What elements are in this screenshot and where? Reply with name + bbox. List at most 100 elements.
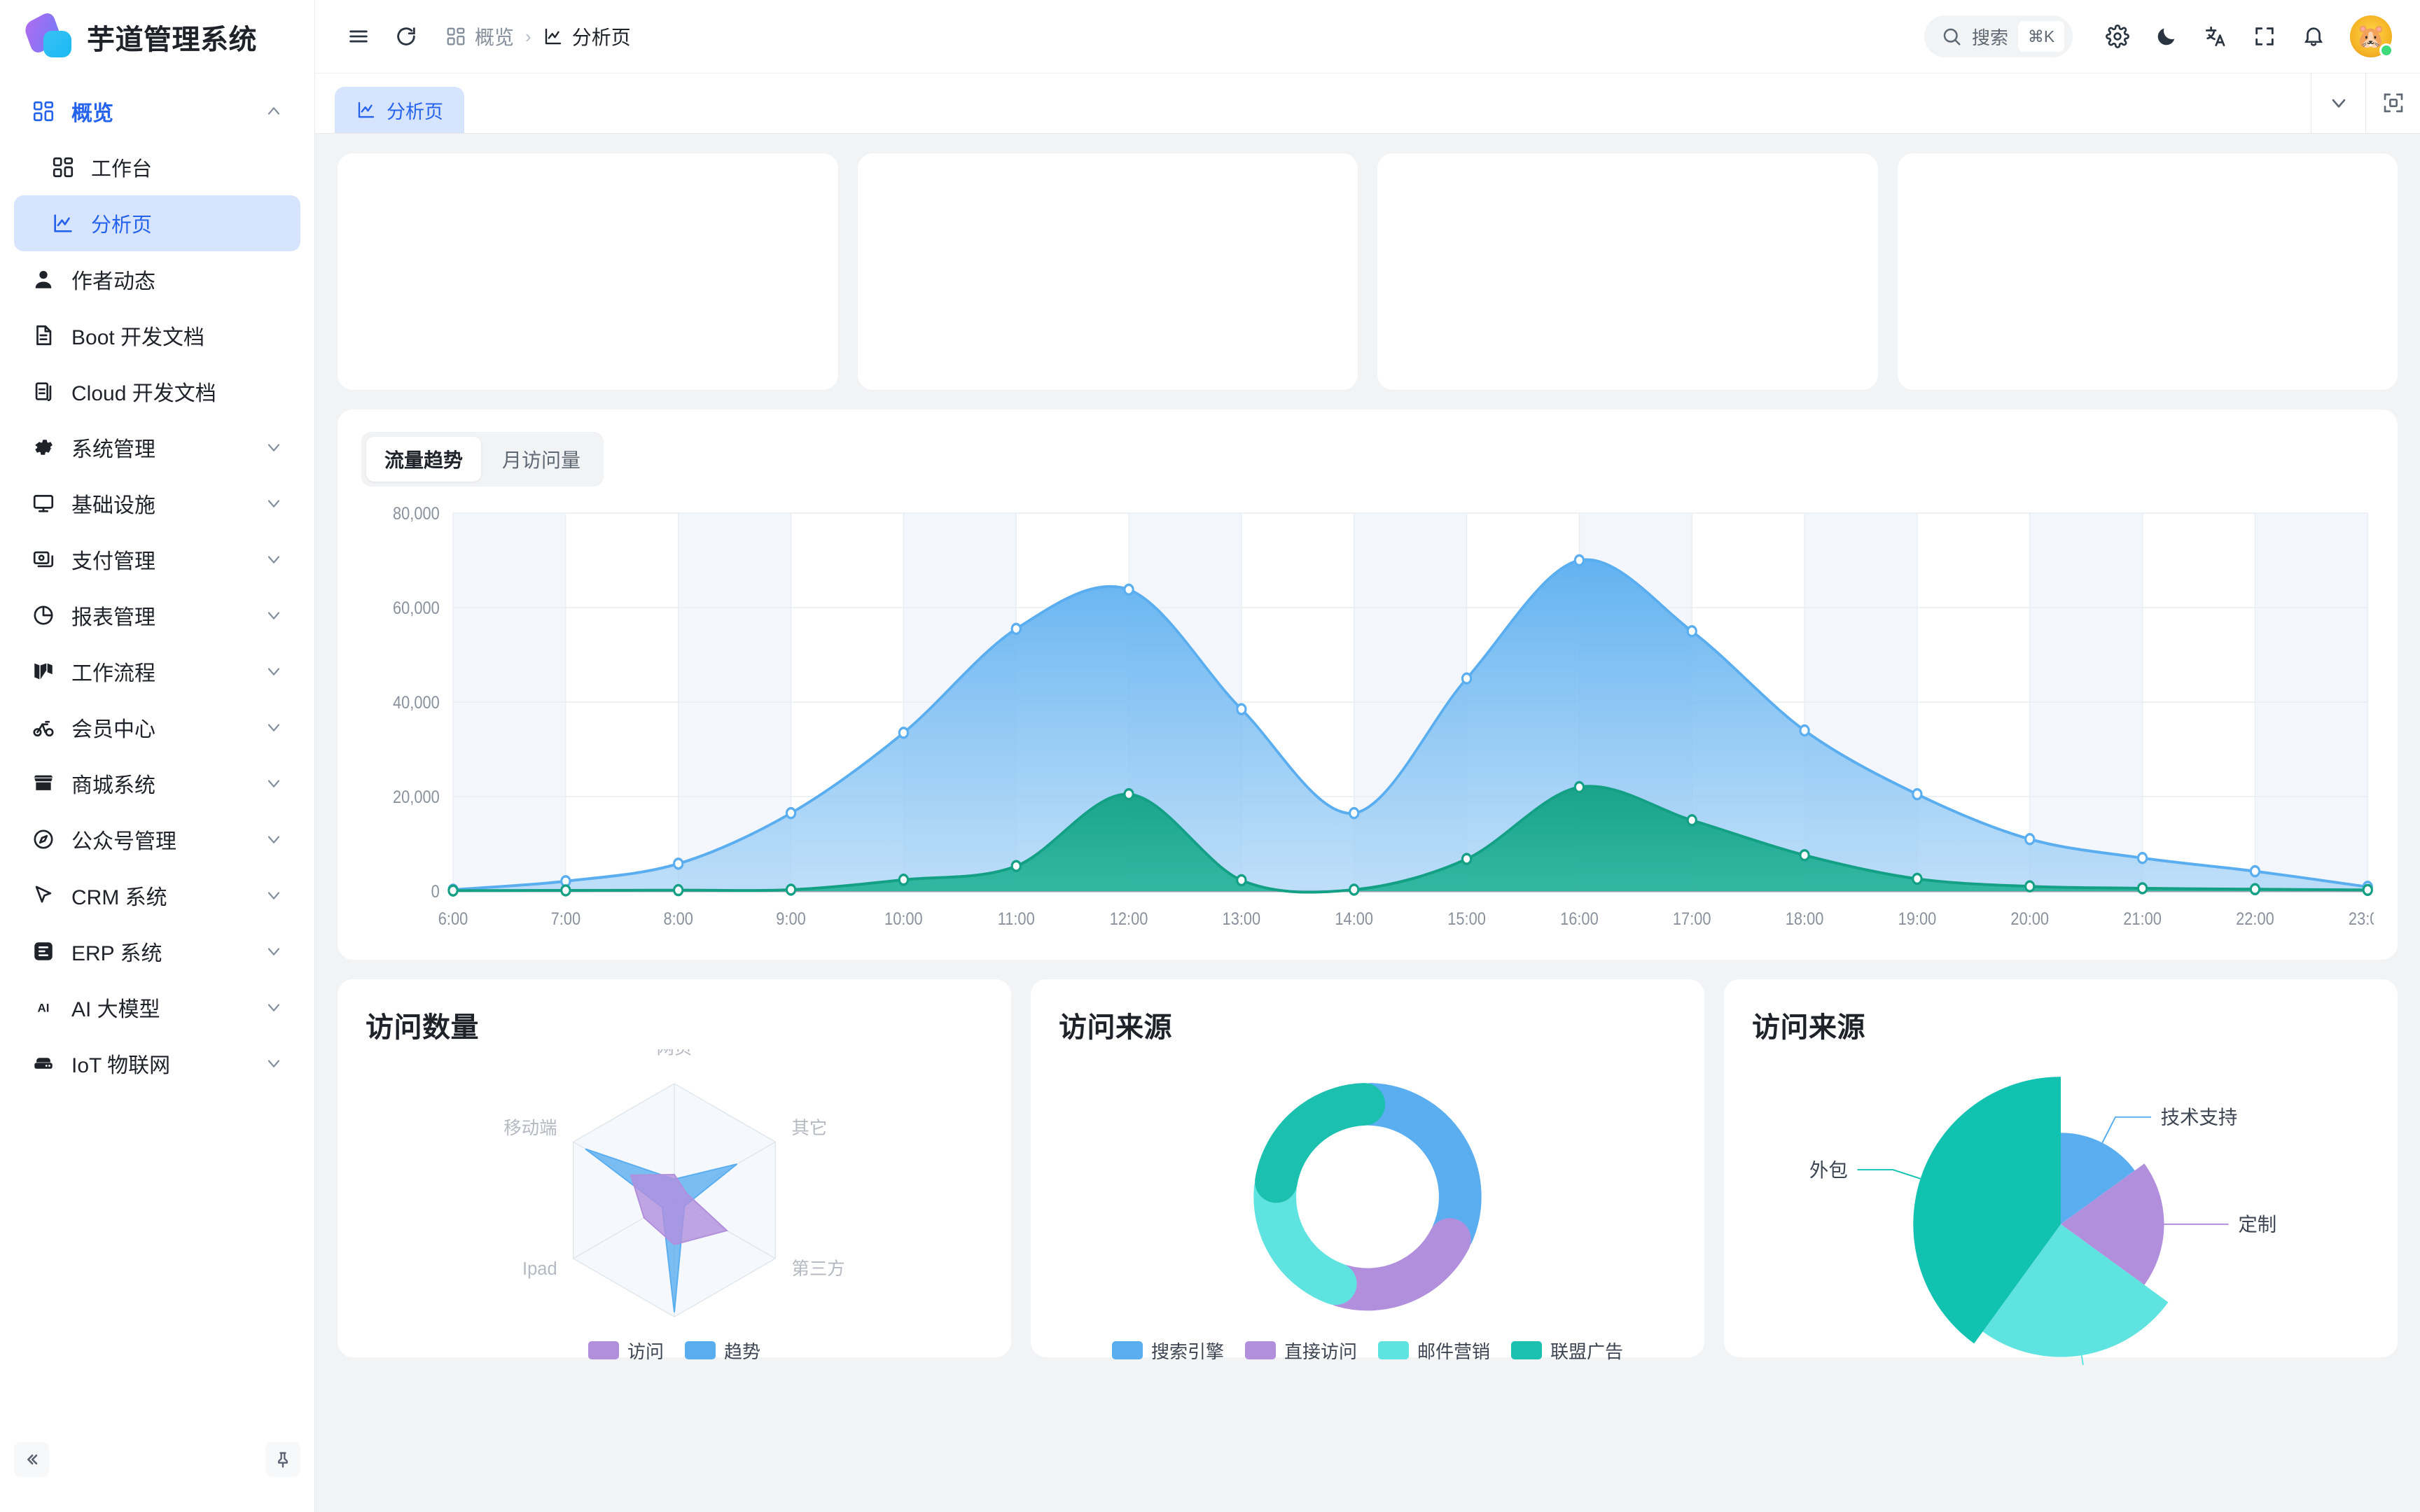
sidebar-logo[interactable]: 芋道管理系统 [0,0,314,74]
stat-card-3 [1897,153,2398,390]
shop-icon [31,771,56,796]
chevron-down-icon[interactable] [264,662,284,681]
chevron-down-icon[interactable] [264,774,284,793]
monitor-icon [31,491,56,516]
sidebar-item-label: 支付管理 [71,550,155,573]
moon-icon[interactable] [2147,17,2186,56]
trend-tab-1[interactable]: 月访问量 [502,449,581,471]
sidebar-item-6[interactable]: 系统管理 [14,419,300,475]
breadcrumb-separator: › [525,25,531,47]
legend-item[interactable]: 搜索引擎 [1111,1338,1224,1364]
sidebar-item-3[interactable]: 作者动态 [14,251,300,307]
sidebar-item-11[interactable]: 会员中心 [14,699,300,755]
chevron-down-icon[interactable] [264,718,284,737]
collapse-sidebar-button[interactable] [14,1442,49,1477]
fullscreen-icon[interactable] [2245,17,2284,56]
search-icon [1941,26,1962,47]
piechart-icon [31,603,56,628]
chevron-down-icon[interactable] [2311,73,2365,133]
stat-card-2 [1377,153,1878,390]
svg-text:第三方: 第三方 [791,1259,844,1279]
sidebar-item-label: 公众号管理 [71,830,176,853]
bike-icon [31,715,56,740]
sidebar-item-15[interactable]: ERP 系统 [14,923,300,979]
gear-icon[interactable] [2098,17,2137,56]
svg-text:12:00: 12:00 [1110,909,1148,929]
sidebar-item-2[interactable]: 分析页 [14,195,300,251]
sidebar-item-17[interactable]: IoT 物联网 [14,1035,300,1091]
sidebar-item-14[interactable]: CRM 系统 [14,867,300,923]
breadcrumb-item-overview[interactable]: 概览 [445,22,514,50]
sidebar-item-1[interactable]: 工作台 [14,139,300,195]
sidebar-item-12[interactable]: 商城系统 [14,755,300,811]
search-input[interactable]: 搜索 ⌘K [1924,15,2073,57]
chevron-down-icon[interactable] [264,886,284,905]
compass-icon [31,827,56,852]
legend-item[interactable]: 联盟广告 [1511,1338,1623,1364]
sidebar-item-label: 工作流程 [71,662,155,685]
sidebar-item-label: 报表管理 [71,606,155,629]
sidebar-item-10[interactable]: 工作流程 [14,643,300,699]
donut-legend: 搜索引擎 直接访问 邮件营销 联盟广告 [1059,1338,1676,1364]
chevron-down-icon[interactable] [264,493,284,513]
chevron-down-icon[interactable] [264,1054,284,1073]
refresh-icon[interactable] [387,17,426,56]
legend-item[interactable]: 趋势 [685,1338,760,1364]
bottom-chart-row: 访问数量 网页其它第三方客户端Ipad移动端 访问 趋势 访问来源 搜索引擎 直… [338,979,2398,1365]
sidebar-item-label: CRM 系统 [71,886,167,909]
sidebar-item-5[interactable]: Cloud 开发文档 [14,363,300,419]
chevron-down-icon[interactable] [264,830,284,849]
sidebar-item-label: AI 大模型 [71,998,160,1021]
tab-analysis[interactable]: 分析页 [335,87,464,133]
svg-text:20,000: 20,000 [393,788,440,807]
pin-sidebar-button[interactable] [265,1442,300,1477]
svg-text:8:00: 8:00 [663,909,693,929]
svg-text:网页: 网页 [657,1049,693,1058]
svg-text:移动端: 移动端 [503,1119,557,1138]
sidebar-item-4[interactable]: Boot 开发文档 [14,307,300,363]
chevron-down-icon[interactable] [264,997,284,1017]
visit-source-rose-panel: 访问来源 技术支持定制远程外包 [1724,979,2398,1365]
sidebar-item-8[interactable]: 支付管理 [14,531,300,587]
svg-text:技术支持: 技术支持 [2161,1107,2238,1128]
svg-text:0: 0 [431,882,440,902]
avatar[interactable]: 🐹 [2350,15,2393,57]
translate-icon[interactable] [2196,17,2235,56]
breadcrumb-item-analysis[interactable]: 分析页 [543,22,631,50]
chevron-up-icon[interactable] [264,102,284,121]
legend-item[interactable]: 访问 [587,1338,664,1364]
sidebar-item-7[interactable]: 基础设施 [14,475,300,531]
legend-item[interactable]: 邮件营销 [1378,1338,1490,1364]
svg-text:19:00: 19:00 [1898,909,1937,929]
svg-text:17:00: 17:00 [1673,909,1711,929]
user-icon [31,267,56,292]
chevron-down-icon[interactable] [264,550,284,569]
svg-text:20:00: 20:00 [2010,909,2049,929]
chevron-down-icon[interactable] [264,941,284,961]
bell-icon[interactable] [2294,17,2333,56]
app-logo-icon [22,9,71,59]
svg-text:13:00: 13:00 [1223,909,1261,929]
maximize-content-icon[interactable] [2365,73,2420,133]
chevron-down-icon[interactable] [264,606,284,625]
stat-card-row [338,153,2398,390]
trend-area-chart: 0 20,000 40,000 60,000 80,000 6:00 7:00 8:00 9:0… [361,502,2374,950]
sidebar: 芋道管理系统 概览 工作台 分析页 作者动态 Boot 开发文档 Cloud 开发文档系统… [0,0,315,1512]
visit-source-donut-panel: 访问来源 搜索引擎 直接访问 邮件营销 联盟广告 [1031,979,1704,1362]
cursor-icon [31,883,56,908]
sidebar-item-13[interactable]: 公众号管理 [14,811,300,867]
sidebar-item-16[interactable]: AI AI 大模型 [14,979,300,1035]
tab-bar: 分析页 [315,73,2420,134]
sidebar-item-label: 会员中心 [71,718,155,741]
sidebar-item-0[interactable]: 概览 [14,83,300,139]
breadcrumb-label: 概览 [475,27,515,48]
status-badge [2379,43,2393,57]
sidebar-item-label: IoT 物联网 [71,1054,171,1077]
trend-tab-0[interactable]: 流量趋势 [366,437,482,482]
chevron-down-icon[interactable] [264,438,284,457]
hamburger-icon[interactable] [339,17,378,56]
svg-text:60,000: 60,000 [393,598,440,618]
sidebar-item-9[interactable]: 报表管理 [14,587,300,643]
legend-item[interactable]: 直接访问 [1244,1338,1357,1364]
sidebar-item-label: 系统管理 [71,438,155,461]
